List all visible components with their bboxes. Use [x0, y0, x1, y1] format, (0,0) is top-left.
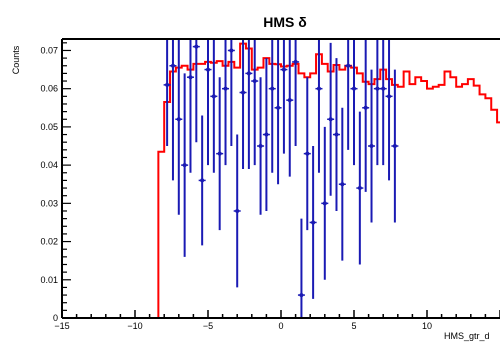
data-point: [311, 220, 316, 225]
data-point: [287, 98, 292, 103]
x-tick-label: −15: [54, 321, 69, 331]
data-point: [357, 186, 362, 191]
data-point: [258, 144, 263, 149]
data-point: [217, 151, 222, 156]
x-tick-label: −10: [127, 321, 142, 331]
data-point: [381, 86, 386, 91]
data-point: [200, 178, 205, 183]
data-point: [305, 151, 310, 156]
data-point: [270, 86, 275, 91]
x-tick-label: −5: [203, 321, 213, 331]
data-point: [223, 86, 228, 91]
y-axis-label: Counts: [11, 45, 21, 74]
data-point: [188, 75, 193, 80]
data-point: [375, 86, 380, 91]
data-point: [211, 94, 216, 99]
data-point: [281, 67, 286, 72]
y-tick-label: 0.06: [40, 84, 58, 94]
data-point: [346, 63, 351, 68]
data-point: [182, 163, 187, 168]
data-point: [392, 144, 397, 149]
data-point: [170, 63, 175, 68]
data-point: [206, 67, 210, 72]
data-point: [252, 79, 257, 84]
data-point: [229, 48, 234, 53]
data-point: [165, 82, 170, 87]
chart-title: HMS δ: [263, 14, 307, 30]
x-tick-label: 5: [351, 321, 356, 331]
data-point: [363, 105, 368, 110]
data-point: [299, 293, 304, 298]
y-tick-label: 0.04: [40, 160, 58, 170]
y-tick-label: 0: [53, 313, 58, 323]
data-point: [328, 117, 333, 122]
y-tick-label: 0.07: [40, 45, 58, 55]
data-point: [246, 71, 251, 76]
x-tick-label: 0: [278, 321, 283, 331]
data-point: [387, 94, 392, 99]
y-tick-label: 0.05: [40, 122, 58, 132]
y-tick-label: 0.01: [40, 275, 58, 285]
data-point: [369, 144, 374, 149]
data-point: [340, 182, 345, 187]
data-point: [235, 208, 240, 213]
y-tick-label: 0.03: [40, 198, 58, 208]
data-point: [316, 86, 321, 91]
data-point: [352, 86, 356, 91]
data-point: [334, 132, 339, 137]
x-tick-label: 10: [422, 321, 432, 331]
data-point: [276, 105, 281, 110]
data-point: [176, 117, 181, 122]
data-point: [241, 90, 246, 95]
data-point: [293, 59, 298, 64]
data-point: [264, 132, 269, 137]
x-axis-label: HMS_gtr_d: [444, 331, 490, 341]
data-point: [322, 201, 327, 206]
y-tick-label: 0.02: [40, 237, 58, 247]
histogram-line: [157, 42, 500, 318]
data-point: [194, 44, 199, 49]
